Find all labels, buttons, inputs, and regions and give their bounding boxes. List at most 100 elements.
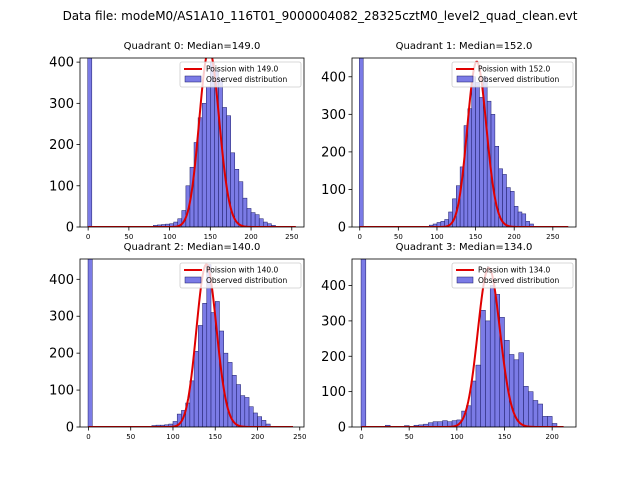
histogram-bar [479,97,484,227]
histogram-bar [206,86,211,227]
histogram-bar [518,352,524,427]
histogram-bar [528,391,534,427]
histogram-bar [529,223,534,227]
legend-bar-label: Observed distribution [478,75,559,84]
poisson-fit-line [88,58,296,227]
y-tick-label: 200 [49,347,74,362]
axes-frame [79,258,305,428]
histogram-bar [244,397,250,427]
histogram-bar [471,76,476,227]
chart-title: Quadrant 0: Median=149.0 [124,41,261,52]
histogram-bar [210,312,216,427]
histogram-bar [506,187,511,227]
legend-line-label: Poission with 149.0 [206,65,279,74]
axes-frame [351,57,577,228]
x-tick-label: 50 [126,433,135,441]
poisson-fit-line [359,60,569,227]
y-tick-label: 0 [338,421,346,436]
histogram-bar [517,211,523,227]
y-tick-label: 400 [321,70,346,85]
histogram-bar [551,423,558,427]
legend-bar-swatch [456,75,474,83]
plot-area [359,58,569,227]
x-tick-label: 150 [469,233,482,241]
histogram-bar-zero [360,259,367,427]
x-tick-label: 200 [508,233,521,241]
chart-panel-1: 0 50 100 150 200 250 0 100 200 300 400 Quadrant 1: … [321,41,577,241]
x-tick-label: 50 [405,433,414,441]
histogram-bar [475,82,480,227]
legend-box [451,61,574,88]
y-tick-label: 300 [321,314,346,329]
histogram-bar-zero [359,58,364,227]
histogram-bar [236,384,241,427]
histogram-bar [261,420,267,427]
legend-bar-swatch [184,75,202,83]
y-tick-label: 100 [49,179,74,194]
histogram-bar [206,264,212,427]
legend-box [179,61,302,88]
chart-panel-2: 0 50 100 150 200 250 0 100 200 300 400 Quadrant 2: … [49,242,306,441]
legend-line-label: Poission with 140.0 [206,266,279,275]
histogram-bar [502,174,507,227]
legend-box [451,262,574,289]
axes-frame [79,57,305,228]
histogram-bar [242,197,248,227]
histogram-bar [250,212,256,227]
poisson-fit-line [88,263,294,427]
x-tick-label: 0 [86,233,90,241]
histogram-bar [258,218,264,227]
axes-frame [351,258,577,428]
y-tick-label: 300 [321,108,346,123]
x-tick-label: 0 [86,433,90,441]
y-tick-label: 100 [49,384,74,399]
x-tick-label: 0 [357,233,361,241]
x-tick-label: 200 [545,433,558,441]
x-tick-label: 200 [251,433,264,441]
chart-title: Quadrant 2: Median=140.0 [124,242,261,253]
histogram-bar [513,206,519,227]
x-tick-label: 0 [359,433,363,441]
y-tick-label: 400 [49,56,74,71]
y-tick-label: 200 [321,350,346,365]
histogram-bar [537,403,543,427]
legend-bar-swatch [456,276,474,284]
plot-area [87,58,296,227]
y-tick-label: 0 [66,221,74,236]
histogram-bar-zero [87,259,93,427]
y-tick-label: 0 [66,421,74,436]
x-tick-label: 250 [546,233,559,241]
y-tick-label: 0 [338,221,346,236]
histogram-bar [254,214,260,227]
legend-line-label: Poission with 152.0 [478,65,551,74]
legend-line-label: Poission with 134.0 [478,266,551,275]
legend-bar-swatch [184,276,202,284]
histogram-bar [470,380,477,427]
y-tick-label: 100 [321,183,346,198]
legend-bar-label: Observed distribution [206,276,287,285]
x-tick-label: 50 [394,233,403,241]
x-tick-label: 100 [450,433,463,441]
x-tick-label: 100 [163,233,176,241]
histogram-bar [489,285,496,427]
plot-area [87,259,294,427]
y-tick-label: 300 [49,97,74,112]
chart-title: Quadrant 3: Median=134.0 [396,242,533,253]
histogram-bar [238,181,244,227]
y-tick-label: 100 [321,385,346,400]
histogram-bar [475,364,481,427]
figure-suptitle: Data file: modeM0/AS1A10_116T01_90000040… [63,9,578,23]
histogram-bar [532,400,539,427]
histogram-bar [542,416,548,427]
y-tick-label: 200 [49,138,74,153]
histogram-bar [547,416,553,427]
histogram-bar [193,351,199,427]
histogram-bar [257,416,262,427]
x-tick-label: 150 [204,233,217,241]
histogram-bar [248,406,254,427]
plot-area [360,259,564,427]
histogram-bar [485,320,491,427]
histogram-bar [226,115,231,227]
x-tick-label: 250 [285,233,298,241]
